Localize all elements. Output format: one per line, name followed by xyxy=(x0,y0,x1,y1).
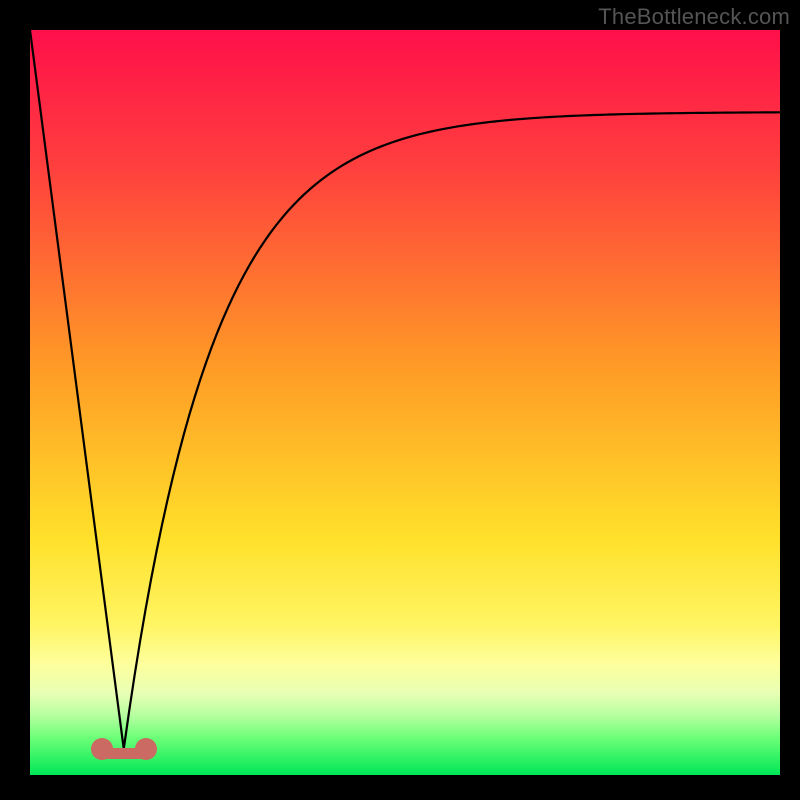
minimum-marker-icon xyxy=(91,738,157,760)
chart-container: TheBottleneck.com xyxy=(0,0,800,800)
plot-area xyxy=(30,30,780,775)
watermark-text: TheBottleneck.com xyxy=(598,4,790,30)
curve-layer xyxy=(30,30,780,775)
minimum-marker xyxy=(91,738,157,760)
bottleneck-curve xyxy=(30,30,780,749)
